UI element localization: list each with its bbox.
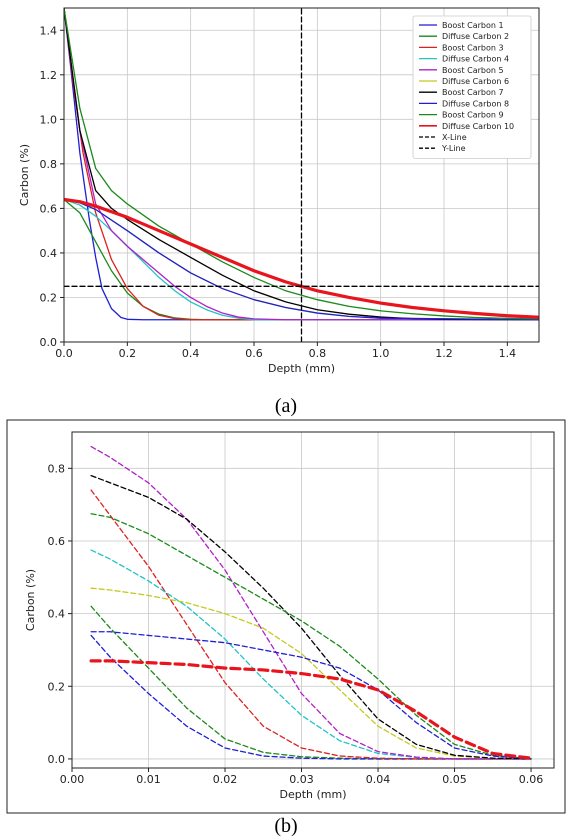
- caption-a: (a): [275, 395, 297, 417]
- plot-area: [72, 432, 554, 768]
- series-line-4: [64, 198, 539, 321]
- y-tick-label: 0.0: [40, 336, 58, 349]
- x-axis-label: Depth (mm): [268, 362, 335, 375]
- y-tick-label: 0.6: [40, 202, 58, 215]
- series-line-8: [64, 198, 539, 321]
- x-tick-label: 0.4: [182, 347, 200, 360]
- series-line-10: [89, 659, 533, 760]
- y-tick-label: 0.4: [40, 247, 58, 260]
- series-line-5: [90, 445, 532, 760]
- y-tick-label: 0.2: [40, 291, 58, 304]
- legend: Boost Carbon 1 Diffuse Carbon 2 Boost Carb…: [412, 15, 532, 159]
- x-tick-label: 0.05: [442, 773, 467, 786]
- legend-entry: Boost Carbon 7: [442, 88, 504, 97]
- series-line-1: [64, 8, 539, 321]
- legend-entry: Y-Line: [441, 144, 466, 153]
- x-axis-label: Depth (mm): [279, 788, 346, 801]
- y-tick-label: 1.2: [40, 69, 58, 82]
- y-tick-label: 1.4: [40, 24, 58, 37]
- chart-panel-b: 0.00 0.01 0.02 0.03 0.04 0.05 0.06 0.0 0.2 0.4 0.6…: [24, 431, 555, 801]
- series-line-7: [90, 474, 532, 760]
- legend-entry: Boost Carbon 5: [442, 66, 504, 75]
- x-tick-label: 0.2: [119, 347, 137, 360]
- x-tick-label: 0.8: [309, 347, 327, 360]
- legend-entry: Diffuse Carbon 6: [442, 77, 509, 86]
- x-tick-label: 0.6: [245, 347, 263, 360]
- legend-entry: Boost Carbon 9: [442, 111, 504, 120]
- legend-entry: Boost Carbon 3: [442, 43, 504, 52]
- x-tick-label: 1.4: [499, 347, 517, 360]
- x-tick-label: 0.00: [60, 773, 85, 786]
- x-tick-label: 0.06: [519, 773, 544, 786]
- y-tick-label: 0.0: [48, 753, 66, 766]
- series-line-10: [64, 197, 539, 319]
- x-tick-label: 0.04: [366, 773, 391, 786]
- x-tick-label: 0.03: [289, 773, 314, 786]
- chart-panel-a: 0.0 0.2 0.4 0.6 0.8 1.0 1.2 1.4 0.0 0.2 0.4 0.6 0.8 1…: [18, 7, 540, 375]
- series-group: [89, 445, 533, 760]
- series-line-9: [90, 631, 532, 760]
- x-tick-label: 0.0: [55, 347, 73, 360]
- x-tick-label: 1.0: [372, 347, 390, 360]
- y-axis-label: Carbon (%): [24, 569, 37, 631]
- series-line-6: [90, 587, 532, 760]
- series-line-8: [90, 513, 532, 760]
- y-tick-label: 0.4: [48, 608, 66, 621]
- series-line-9: [64, 8, 539, 320]
- series-group: [64, 8, 539, 342]
- legend-entry: X-Line: [442, 133, 467, 142]
- legend-box: [412, 15, 532, 159]
- legend-entry: Diffuse Carbon 10: [442, 122, 514, 131]
- y-tick-label: 1.0: [40, 113, 58, 126]
- y-tick-label: 0.6: [48, 535, 66, 548]
- x-tick-label: 0.02: [213, 773, 238, 786]
- series-line-2: [90, 634, 532, 760]
- axes-frame: [63, 7, 540, 343]
- y-axis-label: Carbon (%): [18, 144, 31, 206]
- y-tick-label: 0.2: [48, 680, 66, 693]
- caption-b: (b): [274, 815, 297, 837]
- y-tick-label: 0.8: [48, 462, 66, 475]
- y-tick-label: 0.8: [40, 158, 58, 171]
- x-tick-label: 1.2: [435, 347, 453, 360]
- legend-entry: Boost Carbon 1: [442, 21, 504, 30]
- x-tick-label: 0.01: [136, 773, 161, 786]
- legend-entry: Diffuse Carbon 4: [442, 55, 509, 64]
- legend-entry: Diffuse Carbon 8: [442, 99, 509, 108]
- legend-entry: Diffuse Carbon 2: [442, 32, 509, 41]
- axes-frame: [71, 431, 555, 769]
